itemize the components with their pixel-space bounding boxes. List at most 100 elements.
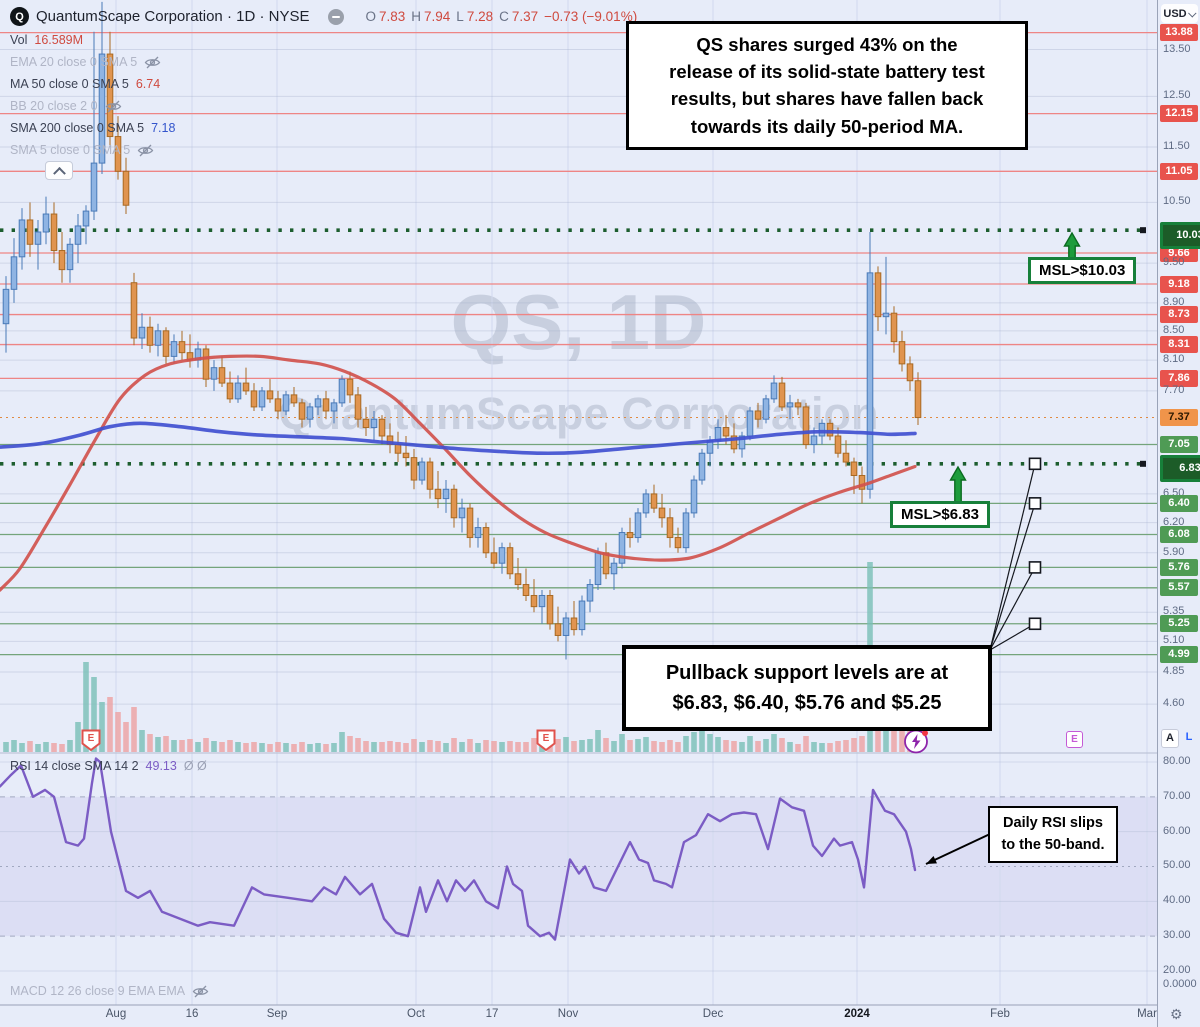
settings-gear-icon[interactable]: ⚙ — [1170, 1006, 1183, 1022]
legend-collapse-button[interactable] — [45, 161, 73, 180]
symbol-header: Q QuantumScape Corporation · 1D · NYSE O… — [10, 7, 637, 26]
indicator-row-bb20[interactable]: BB 20 close 2 0 — [10, 97, 122, 115]
price-scale-label: 5.90 — [1163, 545, 1185, 558]
price-scale-label: 8.50 — [1163, 323, 1185, 336]
chevron-down-icon — [1187, 8, 1197, 18]
price-scale-label: 11.05 — [1160, 162, 1198, 180]
price-scale-label: 4.99 — [1160, 646, 1198, 664]
price-scale-label: 12.50 — [1163, 89, 1191, 102]
price-scale-label: 5.35 — [1163, 605, 1185, 618]
indicator-row-sma5[interactable]: SMA 5 close 0 SMA 5 — [10, 141, 154, 159]
eye-slash-icon[interactable] — [105, 100, 122, 113]
indicator-row-volume[interactable]: Vol 16.589M — [10, 31, 83, 49]
currency-button[interactable]: USD — [1161, 4, 1198, 23]
time-axis-tick: Oct — [407, 1008, 425, 1020]
svg-text:E: E — [543, 733, 550, 744]
price-scale-label: 13.50 — [1163, 42, 1191, 55]
price-scale-label: 6.83 — [1160, 455, 1200, 483]
indicator-row-sma200[interactable]: SMA 200 close 0 SMA 5 7.18 — [10, 119, 175, 137]
time-axis-tick: Feb — [990, 1008, 1010, 1020]
price-scale-label: 13.88 — [1160, 24, 1198, 42]
price-scale-label: 9.18 — [1160, 275, 1198, 293]
rsi-scale-label: 30.00 — [1163, 929, 1191, 942]
annotation-pullback-note[interactable]: Pullback support levels are at $6.83, $6… — [622, 645, 992, 731]
time-axis-tick: Mar — [1137, 1008, 1157, 1020]
price-scale-label: 7.05 — [1160, 436, 1198, 454]
low-value: 7.28 — [466, 9, 494, 24]
price-scale-label: 9.66 — [1160, 244, 1198, 262]
price-scale-label: 7.37 — [1160, 409, 1198, 427]
time-axis-tick: Dec — [702, 1008, 724, 1020]
earnings-icon[interactable]: E — [81, 729, 101, 757]
indicator-row-ma50[interactable]: MA 50 close 0 SMA 5 6.74 — [10, 75, 160, 93]
price-scale-label: 7.70 — [1163, 383, 1185, 396]
price-scale-label: 12.15 — [1160, 105, 1198, 123]
indicator-value: 7.18 — [151, 121, 176, 135]
rsi-scale-label: 0.0000 — [1163, 978, 1197, 990]
time-axis[interactable]: Aug 16 Sep Oct 17 Nov Dec 2024 Feb Mar — [0, 1005, 1157, 1027]
indicator-label: MA 50 close 0 SMA 5 — [10, 77, 129, 91]
indicator-value: 6.74 — [135, 77, 161, 91]
ohlc-readout: O 7.83 H 7.94 L 7.28 C 7.37 −0.73 (−9.01%) — [365, 9, 637, 24]
indicator-label: Vol — [10, 33, 28, 47]
high-value: 7.94 — [424, 9, 451, 24]
upcoming-earnings-icon[interactable]: E — [1066, 731, 1083, 748]
eye-slash-icon[interactable] — [137, 144, 154, 157]
indicator-hidden-series: Ø Ø — [183, 759, 207, 773]
close-label: C — [499, 9, 509, 24]
price-scale-label: 10.50 — [1163, 195, 1191, 208]
indicator-label: EMA 20 close 0 SMA 5 — [10, 55, 138, 69]
low-label: L — [456, 9, 464, 24]
price-scale-label: 11.50 — [1163, 140, 1190, 153]
price-scale-label: 5.76 — [1160, 558, 1198, 576]
open-value: 7.83 — [378, 9, 406, 24]
price-scale-label: 8.90 — [1163, 295, 1185, 308]
rsi-scale-label: 50.00 — [1163, 859, 1191, 872]
price-scale-label: 6.08 — [1160, 526, 1198, 544]
change-value: −0.73 (−9.01%) — [544, 9, 638, 24]
rsi-scale-label: 80.00 — [1163, 755, 1191, 767]
time-axis-tick: Nov — [557, 1008, 579, 1020]
price-scale-label: 6.20 — [1163, 515, 1185, 528]
indicator-label: RSI 14 close SMA 14 2 — [10, 759, 139, 773]
eye-slash-icon[interactable] — [144, 56, 161, 69]
high-label: H — [411, 9, 422, 24]
msl-high-label[interactable]: MSL>$10.03 — [1028, 257, 1137, 284]
flash-boost-icon[interactable] — [903, 728, 930, 760]
eye-slash-icon[interactable] — [192, 985, 209, 998]
time-axis-tick: 17 — [485, 1008, 499, 1020]
annotation-surge-note[interactable]: QS shares surged 43% on the release of i… — [626, 21, 1028, 150]
log-scale-button[interactable]: L — [1185, 731, 1193, 743]
open-label: O — [365, 9, 376, 24]
price-scale-label: 8.73 — [1160, 306, 1198, 324]
rsi-scale-label: 20.00 — [1163, 963, 1191, 976]
symbol-title[interactable]: QuantumScape Corporation · 1D · NYSE — [36, 8, 310, 25]
time-axis-tick: Sep — [266, 1008, 288, 1020]
time-axis-tick: Aug — [105, 1008, 127, 1020]
price-scale-label: 10.03 — [1160, 221, 1200, 249]
price-scale-label: 6.40 — [1160, 494, 1198, 512]
price-scale[interactable]: USD A L 13.88 13.50 12.50 12.15 11.50 11.05 10… — [1157, 0, 1200, 1027]
earnings-icon[interactable]: E — [536, 729, 556, 757]
collapse-legend-icon[interactable] — [328, 8, 345, 25]
indicator-label: SMA 200 close 0 SMA 5 — [10, 121, 145, 135]
symbol-logo-icon[interactable]: Q — [10, 7, 29, 26]
msl-low-label[interactable]: MSL>$6.83 — [890, 501, 990, 528]
annotation-rsi-note[interactable]: Daily RSI slips to the 50-band. — [988, 806, 1118, 863]
auto-scale-button[interactable]: A — [1161, 729, 1179, 748]
currency-label: USD — [1163, 7, 1187, 20]
indicator-row-ema20[interactable]: EMA 20 close 0 SMA 5 — [10, 53, 161, 71]
close-value: 7.37 — [511, 9, 539, 24]
indicator-row-rsi[interactable]: RSI 14 close SMA 14 2 49.13 Ø Ø — [10, 757, 207, 775]
rsi-scale-label: 40.00 — [1163, 894, 1191, 907]
indicator-value: 16.589M — [34, 33, 84, 47]
indicator-label: SMA 5 close 0 SMA 5 — [10, 143, 131, 157]
price-scale-label: 5.10 — [1163, 634, 1185, 647]
indicator-row-macd[interactable]: MACD 12 26 close 9 EMA EMA — [10, 982, 209, 1000]
indicator-label: BB 20 close 2 0 — [10, 99, 98, 113]
price-scale-label: 4.85 — [1163, 664, 1185, 677]
rsi-scale-label: 60.00 — [1163, 824, 1191, 837]
price-scale-label: 5.25 — [1160, 615, 1198, 633]
